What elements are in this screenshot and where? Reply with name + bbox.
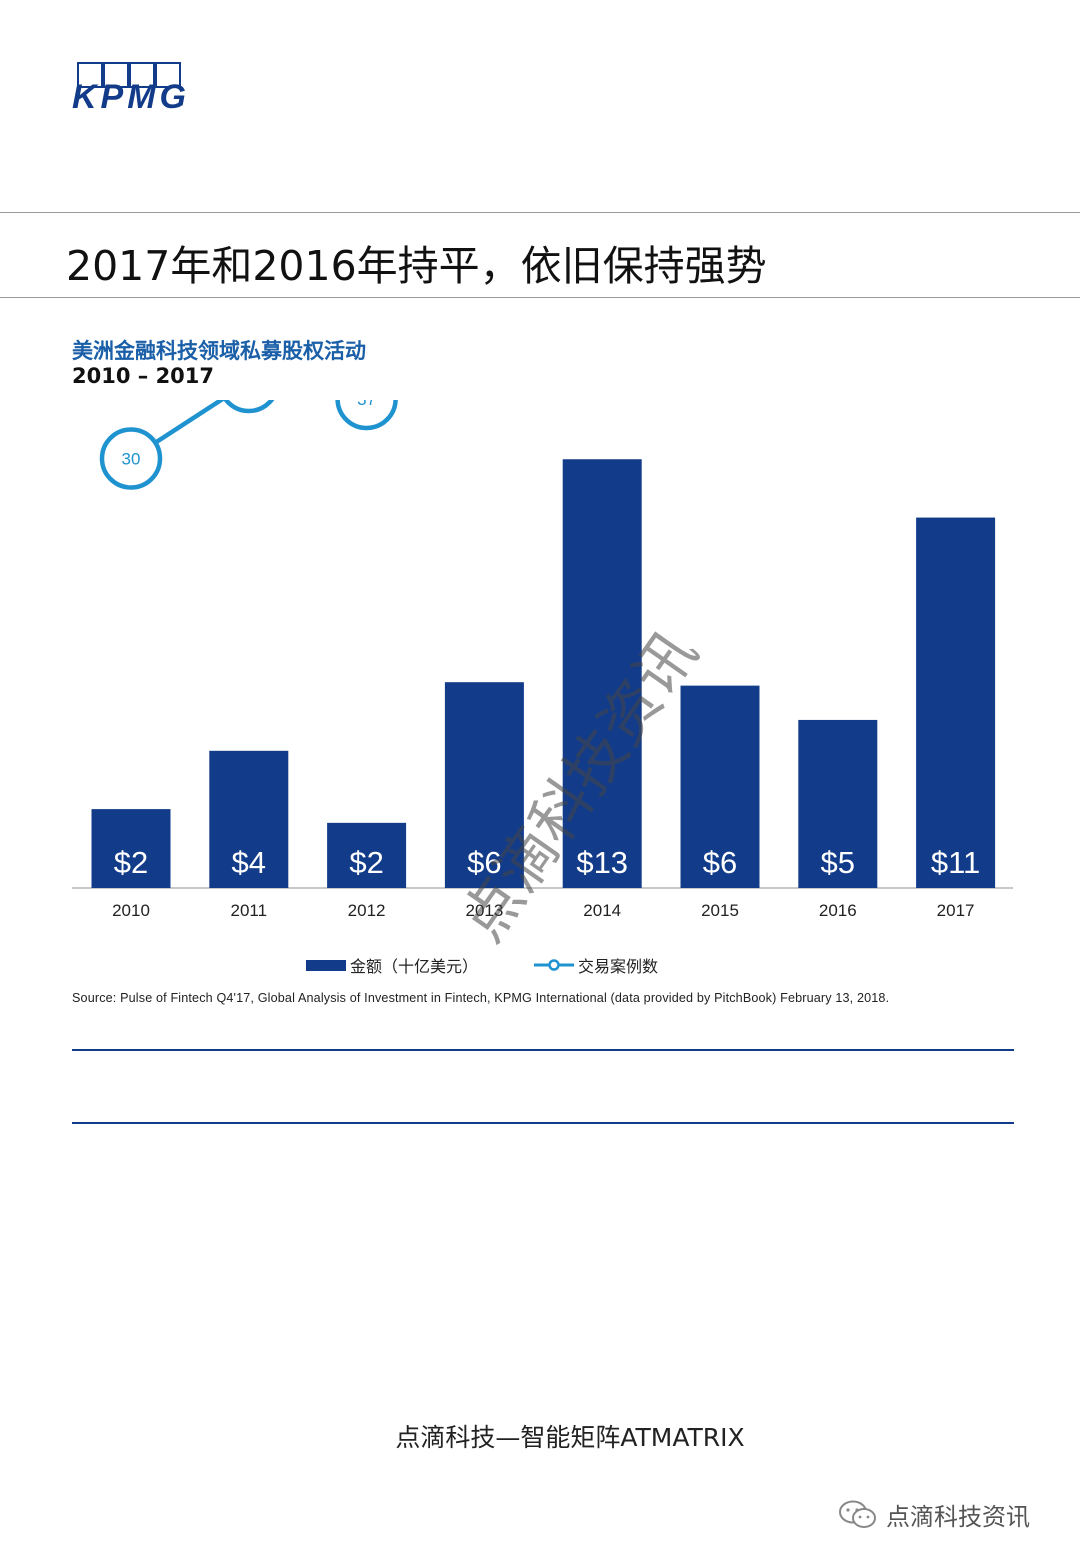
bar-value-label: $2: [349, 845, 383, 880]
bar-value-label: $5: [821, 845, 855, 880]
deal-count-label: 37: [357, 400, 376, 409]
bar: [209, 750, 289, 888]
legend-label-deals: 交易案例数: [578, 957, 659, 976]
legend-item-deals: 交易案例数: [534, 953, 658, 977]
bar: [680, 685, 760, 888]
bar: [327, 822, 407, 888]
bar: [798, 719, 878, 888]
legend-swatch-bar: [306, 959, 346, 971]
deal-count-marker: [335, 400, 398, 431]
x-tick-label: 2016: [819, 901, 857, 920]
bar: [91, 809, 171, 888]
x-tick-label: 2014: [583, 901, 621, 920]
x-tick-label: 2015: [701, 901, 739, 920]
title-bottom-rule: [0, 297, 1080, 298]
wechat-account: 点滴科技资讯: [838, 1497, 1030, 1532]
deal-count-marker: [223, 400, 275, 414]
bar-value-label: $11: [931, 845, 980, 880]
bar: [444, 682, 524, 888]
x-tick-label: 2011: [231, 901, 268, 920]
bar: [916, 517, 996, 888]
bar-value-label: $13: [576, 845, 628, 880]
chart-subtitle: 2010 – 2017: [72, 364, 215, 388]
title-top-rule: [0, 212, 1080, 213]
deal-count-marker: [99, 427, 163, 490]
source-note: Source: Pulse of Fintech Q4'17, Global A…: [72, 991, 890, 1005]
wechat-label: 点滴科技资讯: [886, 1503, 1030, 1531]
legend-item-amount: 金额（十亿美元）: [306, 953, 478, 977]
deal-count-label: 30: [122, 450, 141, 469]
footer-text: 点滴科技—智能矩阵ATMATRIX: [395, 1423, 745, 1452]
wechat-icon: [839, 1500, 876, 1528]
bar: [562, 459, 642, 888]
bar-value-label: $4: [232, 845, 266, 880]
svg-text:KPMG: KPMG: [72, 78, 186, 110]
blue-rule-2: [72, 1122, 1014, 1124]
legend-label-amount: 金额（十亿美元）: [350, 957, 479, 976]
page-title: 2017年和2016年持平，依旧保持强势: [66, 242, 767, 290]
chart-title: 美洲金融科技领域私募股权活动: [72, 339, 366, 363]
kpmg-logo: KPMG: [72, 62, 186, 110]
x-tick-label: 2012: [348, 901, 386, 920]
x-tick-label: 2010: [112, 901, 150, 920]
blue-rule-1: [72, 1049, 1014, 1051]
chart: $2 2010 $4 2011 $2 2012 $6 2013 $13 2014 $6 2015 $5 2…: [72, 400, 1013, 920]
x-tick-label: 2013: [465, 901, 503, 920]
bar-value-label: $6: [703, 845, 737, 880]
bar-value-label: $2: [114, 845, 148, 880]
x-tick-label: 2017: [937, 901, 975, 920]
bar-value-label: $6: [467, 845, 501, 880]
legend-swatch-line: [534, 959, 575, 971]
legend: 金额（十亿美元） 交易案例数: [306, 952, 714, 978]
